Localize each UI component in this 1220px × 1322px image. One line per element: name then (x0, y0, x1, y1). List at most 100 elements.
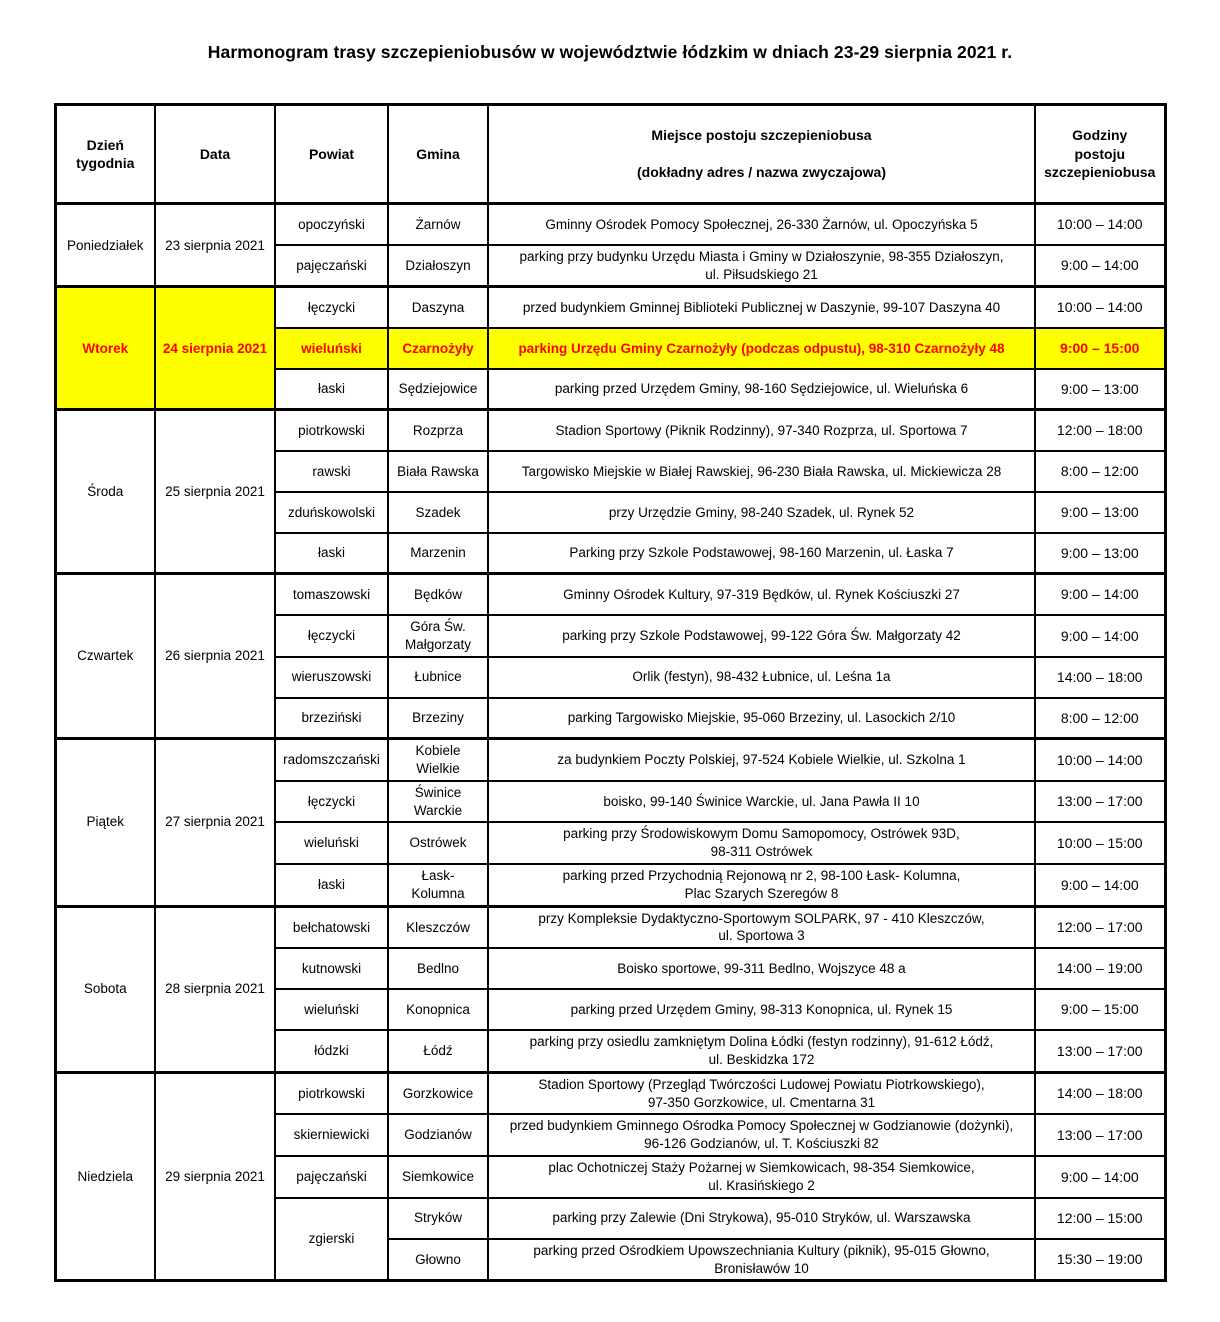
table-row: Wtorek 24 sierpnia 2021 łęczycki Daszyna… (54, 285, 1166, 411)
day-cell: Poniedziałek (54, 202, 156, 288)
schedule-table: Dzień tygodnia Data Powiat Gmina Miejsce… (53, 103, 1167, 1283)
gmina-cell: Szadek (387, 490, 489, 534)
day-cell: Piątek (54, 737, 156, 908)
hours-cell: 14:00 – 18:00 (1034, 1070, 1166, 1116)
header-cell-day: Dzień tygodnia (54, 103, 156, 205)
powiat-cell: wieluński (274, 326, 389, 370)
powiat-cell: skierniewicki (274, 1113, 389, 1158)
table-row: Środa 25 sierpnia 2021 piotrkowski Rozpr… (54, 408, 1166, 575)
gmina-cell: Będków (387, 572, 489, 616)
table-row: Poniedziałek 23 sierpnia 2021 opoczyński… (54, 202, 1166, 288)
location-cell: parking przy Środowiskowym Domu Samopomo… (487, 821, 1036, 865)
gmina-cell: Godzianów (387, 1113, 489, 1158)
gmina-cell: Łubnice (387, 655, 489, 699)
powiat-cell: rawski (274, 449, 389, 493)
location-cell: Stadion Sportowy (Piknik Rodzinny), 97-3… (487, 408, 1036, 452)
table-row: łódzki Łódź parking przy osiedlu zamknię… (55, 1029, 1166, 1074)
gmina-cell: Głowno (387, 1237, 489, 1282)
gmina-cell: Góra Św. Małgorzaty (387, 613, 489, 658)
powiat-cell: bełchatowski (274, 904, 389, 950)
powiat-cell: radomszczański (274, 737, 389, 782)
hours-cell: 9:00 – 15:00 (1034, 988, 1166, 1032)
powiat-cell: łęczycki (274, 779, 389, 824)
powiat-cell: łęczycki (274, 613, 389, 658)
powiat-cell: pajęczański (274, 1155, 389, 1199)
hours-cell: 10:00 – 14:00 (1034, 737, 1166, 782)
hours-cell: 12:00 – 17:00 (1034, 904, 1166, 950)
hours-cell: 13:00 – 17:00 (1034, 779, 1166, 824)
gmina-cell: Gorzkowice (387, 1070, 489, 1116)
table-row: skierniewicki Godzianów przed budynkiem … (55, 1113, 1166, 1158)
gmina-cell: Żarnów (387, 202, 489, 246)
location-cell: przy Urzędzie Gminy, 98-240 Szadek, ul. … (487, 490, 1036, 534)
table-row: łęczycki Góra Św. Małgorzaty parking prz… (55, 613, 1166, 658)
header-cell-godziny: Godziny postoju szczepieniobusa (1034, 103, 1166, 205)
location-cell: Targowisko Miejskie w Białej Rawskiej, 9… (487, 449, 1036, 493)
hours-cell: 13:00 – 17:00 (1034, 1113, 1166, 1158)
powiat-cell: wieluński (274, 821, 389, 865)
hours-cell: 12:00 – 15:00 (1034, 1196, 1166, 1240)
table-row: Piątek 27 sierpnia 2021 radomszczański K… (54, 737, 1166, 908)
location-cell: parking przed Przychodnią Rejonową nr 2,… (487, 862, 1036, 908)
page-title: Harmonogram trasy szczepieniobusów w woj… (207, 42, 1013, 62)
hours-cell: 10:00 – 14:00 (1034, 202, 1166, 246)
table-row: Sobota 28 sierpnia 2021 bełchatowski Kle… (54, 904, 1166, 1074)
powiat-cell: opoczyński (274, 202, 389, 246)
hours-cell: 15:30 – 19:00 (1034, 1237, 1166, 1282)
table-row: łaski Łask- Kolumna parking przed Przych… (55, 862, 1166, 908)
powiat-cell: zduńskowolski (274, 490, 389, 534)
hours-cell: 13:00 – 17:00 (1034, 1029, 1166, 1074)
powiat-cell: łaski (274, 367, 389, 411)
table-row: wieluński Ostrówek parking przy Środowis… (55, 821, 1166, 865)
date-cell: 24 sierpnia 2021 (154, 285, 276, 411)
gmina-cell: Rozprza (387, 408, 489, 452)
powiat-cell: kutnowski (274, 947, 389, 991)
gmina-cell: Biała Rawska (387, 449, 489, 493)
table-row: pajęczański Działoszyn parking przy budy… (55, 243, 1166, 288)
powiat-cell: zgierski (274, 1196, 389, 1282)
table-row: łęczycki Świnice Warckie boisko, 99-140 … (55, 779, 1166, 824)
gmina-cell: Sędziejowice (387, 367, 489, 411)
hours-cell: 9:00 – 14:00 (1034, 613, 1166, 658)
location-cell: parking przed Urzędem Gminy, 98-160 Sędz… (487, 367, 1036, 411)
location-cell: przed budynkiem Gminnego Ośrodka Pomocy … (487, 1113, 1036, 1158)
location-cell: parking przy Szkole Podstawowej, 99-122 … (487, 613, 1036, 658)
hours-cell: 9:00 – 13:00 (1034, 490, 1166, 534)
table-row: zduńskowolski Szadek przy Urzędzie Gminy… (55, 490, 1166, 534)
header-cell-powiat: Powiat (274, 103, 389, 205)
hours-cell: 14:00 – 19:00 (1034, 947, 1166, 991)
day-cell: Środa (54, 408, 156, 575)
table-row: Czwartek 26 sierpnia 2021 tomaszowski Bę… (54, 572, 1166, 740)
powiat-cell: wieruszowski (274, 655, 389, 699)
location-cell: parking przy osiedlu zamkniętym Dolina Ł… (487, 1029, 1036, 1074)
hours-cell: 9:00 – 14:00 (1034, 572, 1166, 616)
table-row: kutnowski Bedlno Boisko sportowe, 99-311… (55, 947, 1166, 991)
date-cell: 29 sierpnia 2021 (154, 1070, 276, 1282)
hours-cell: 10:00 – 15:00 (1034, 821, 1166, 865)
powiat-cell: piotrkowski (274, 1070, 389, 1116)
gmina-cell: Czarnożyły (387, 326, 489, 370)
gmina-cell: Świnice Warckie (387, 779, 489, 824)
location-cell: parking przed Ośrodkiem Upowszechniania … (487, 1237, 1036, 1282)
header-row: Dzień tygodnia Data Powiat Gmina Miejsce… (54, 103, 1166, 205)
powiat-cell: łaski (274, 531, 389, 575)
hours-cell: 10:00 – 14:00 (1034, 285, 1166, 329)
powiat-cell: brzeziński (274, 696, 389, 740)
location-cell: Parking przy Szkole Podstawowej, 98-160 … (487, 531, 1036, 575)
hours-cell: 9:00 – 15:00 (1034, 326, 1166, 370)
gmina-cell: Stryków (387, 1196, 489, 1240)
hours-cell: 12:00 – 18:00 (1034, 408, 1166, 452)
location-cell: Orlik (festyn), 98-432 Łubnice, ul. Leśn… (487, 655, 1036, 699)
day-cell: Sobota (54, 904, 156, 1074)
hours-cell: 9:00 – 13:00 (1034, 367, 1166, 411)
table-row: rawski Biała Rawska Targowisko Miejskie … (55, 449, 1166, 493)
hours-cell: 9:00 – 14:00 (1034, 862, 1166, 908)
gmina-cell: Kobiele Wielkie (387, 737, 489, 782)
table-row: łaski Marzenin Parking przy Szkole Podst… (55, 531, 1166, 575)
location-cell: parking Targowisko Miejskie, 95-060 Brze… (487, 696, 1036, 740)
date-cell: 23 sierpnia 2021 (154, 202, 276, 288)
hours-cell: 8:00 – 12:00 (1034, 696, 1166, 740)
powiat-cell: łódzki (274, 1029, 389, 1074)
powiat-cell: łęczycki (274, 285, 389, 329)
hours-cell: 9:00 – 14:00 (1034, 1155, 1166, 1199)
